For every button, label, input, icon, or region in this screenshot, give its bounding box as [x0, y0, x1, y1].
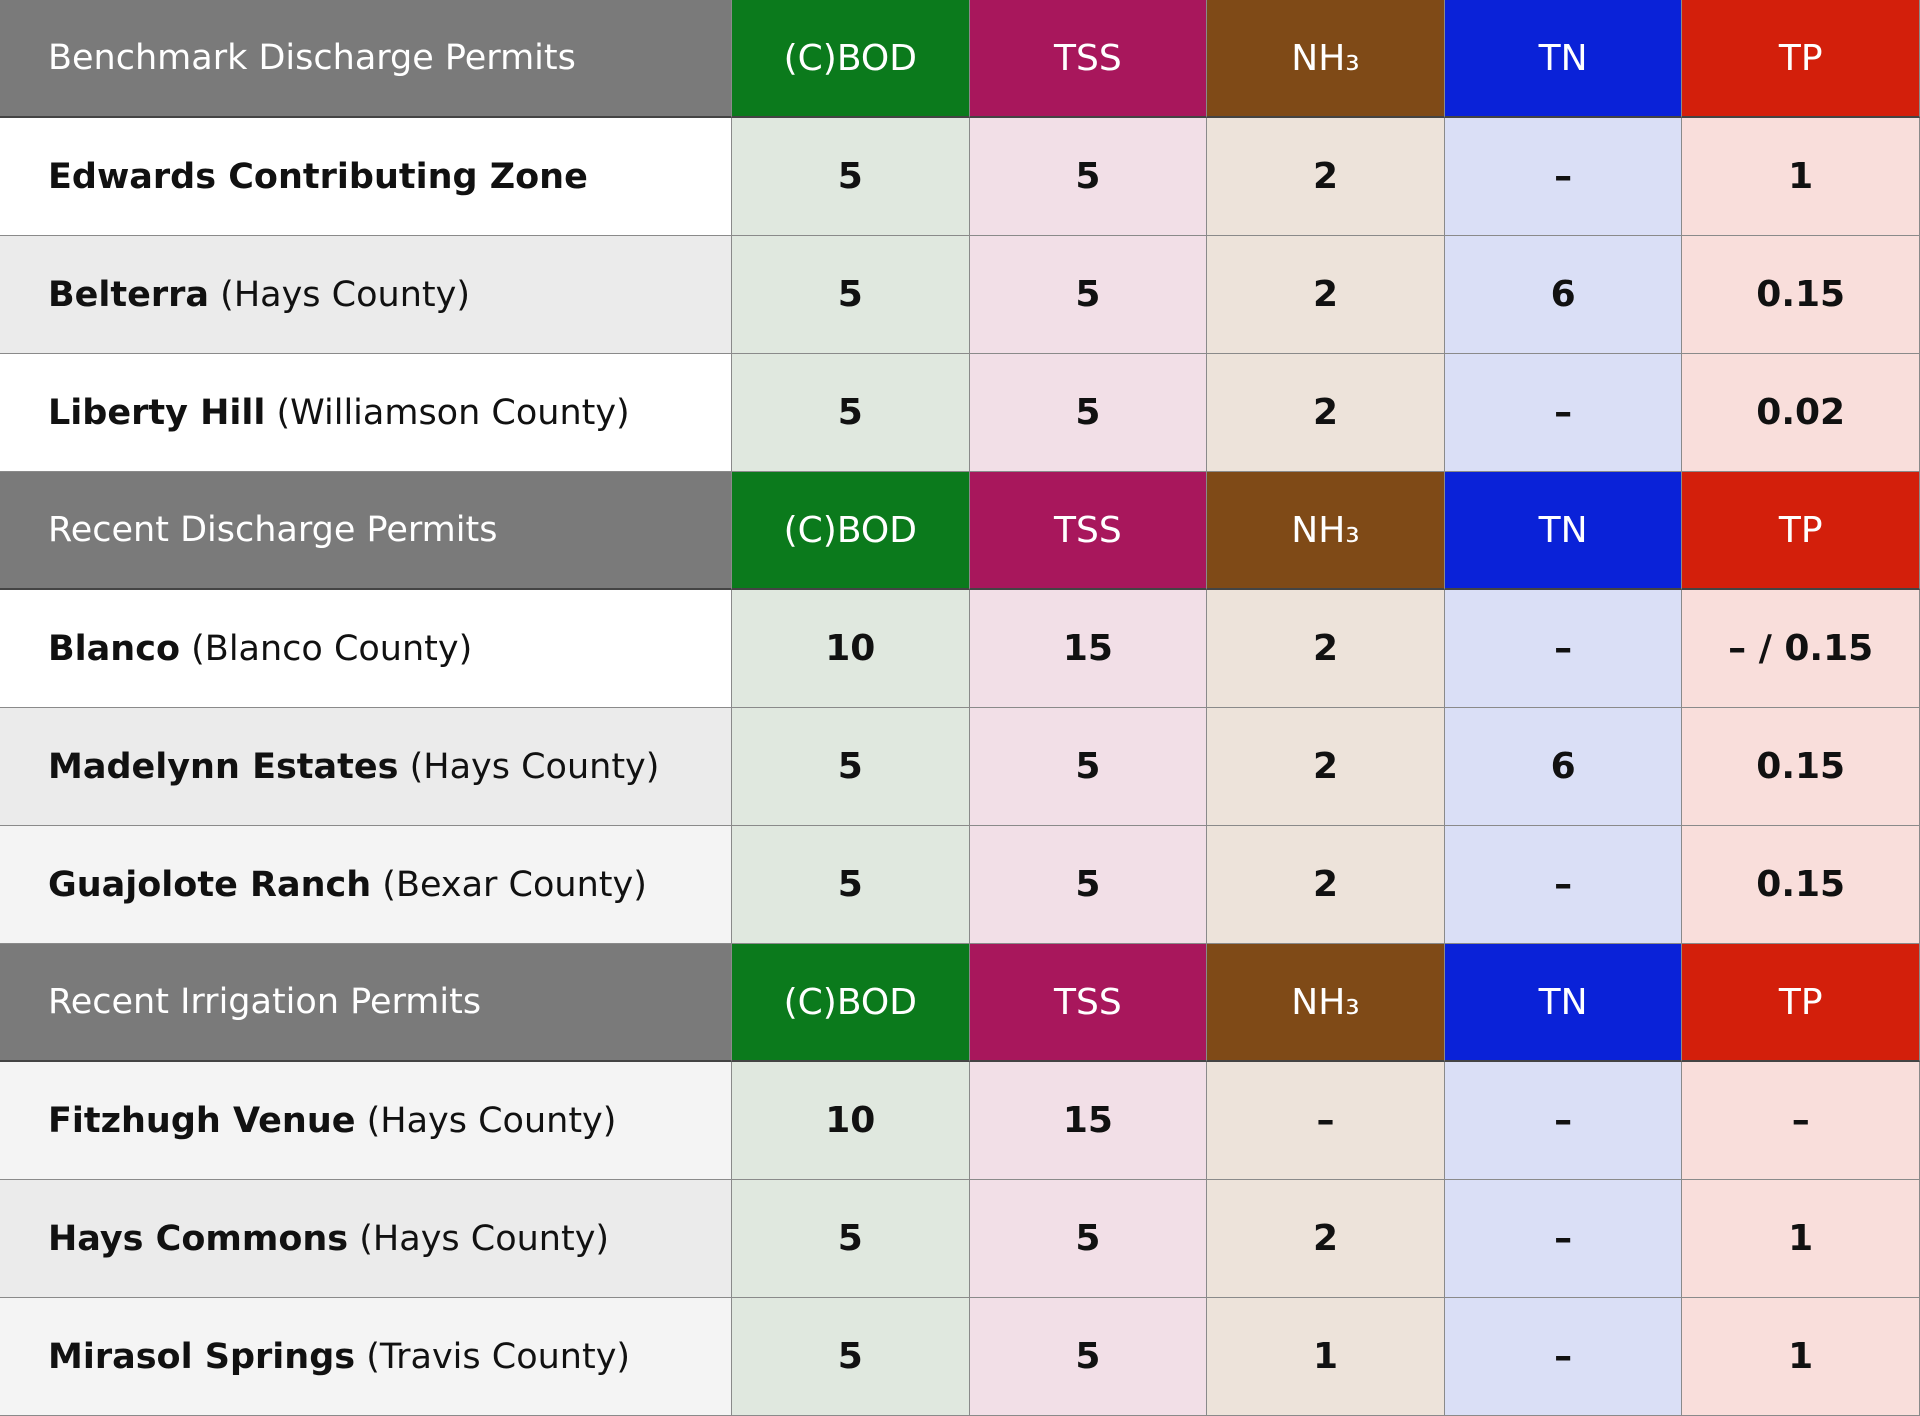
column-header: TN: [1444, 0, 1683, 118]
site-county: (Hays County): [366, 1100, 617, 1141]
limit-value: 5: [732, 1298, 970, 1416]
limit-value: 2: [1207, 708, 1445, 826]
site-name: Edwards Contributing Zone: [48, 156, 588, 197]
site-cell: Hays Commons (Hays County): [0, 1180, 732, 1298]
limit-value: 5: [969, 236, 1208, 354]
limit-value: 2: [1207, 590, 1445, 708]
limit-value: 5: [969, 1298, 1208, 1416]
limit-value: 5: [969, 354, 1208, 472]
limit-value: 2: [1207, 236, 1445, 354]
section-title: Benchmark Discharge Permits: [0, 0, 732, 118]
limit-value: –: [1444, 1180, 1683, 1298]
limit-value: 15: [969, 1062, 1208, 1180]
column-header: TSS: [969, 472, 1208, 590]
limit-value: 5: [969, 1180, 1208, 1298]
limit-value: 10: [732, 590, 970, 708]
limit-value: 5: [732, 118, 970, 236]
column-header: (C)BOD: [732, 944, 970, 1062]
limit-value: 0.02: [1682, 354, 1920, 472]
site-cell: Blanco (Blanco County): [0, 590, 732, 708]
site-cell: Mirasol Springs (Travis County): [0, 1298, 732, 1416]
limit-value: 5: [969, 708, 1208, 826]
limit-value: 2: [1207, 354, 1445, 472]
site-name: Liberty Hill: [48, 392, 266, 433]
limit-value: 5: [732, 826, 970, 944]
limit-value: 15: [969, 590, 1208, 708]
site-name: Guajolote Ranch: [48, 864, 372, 905]
limit-value: 1: [1682, 1298, 1920, 1416]
site-county: (Bexar County): [382, 864, 647, 905]
limit-value: 0.15: [1682, 708, 1920, 826]
site-cell: Guajolote Ranch (Bexar County): [0, 826, 732, 944]
column-header: TSS: [969, 944, 1208, 1062]
limit-value: 6: [1444, 236, 1683, 354]
limit-value: 5: [969, 118, 1208, 236]
limit-value: 1: [1682, 1180, 1920, 1298]
limit-value: 5: [969, 826, 1208, 944]
column-header: TSS: [969, 0, 1208, 118]
limit-value: –: [1207, 1062, 1445, 1180]
site-name: Madelynn Estates: [48, 746, 399, 787]
column-header: TN: [1444, 472, 1683, 590]
site-county: (Hays County): [409, 746, 660, 787]
limit-value: 2: [1207, 1180, 1445, 1298]
limit-value: –: [1682, 1062, 1920, 1180]
limit-value: 1: [1207, 1298, 1445, 1416]
site-cell: Madelynn Estates (Hays County): [0, 708, 732, 826]
column-header: TN: [1444, 944, 1683, 1062]
limit-value: –: [1444, 826, 1683, 944]
site-cell: Edwards Contributing Zone: [0, 118, 732, 236]
limit-value: 2: [1207, 118, 1445, 236]
column-header: (C)BOD: [732, 472, 970, 590]
limit-value: –: [1444, 118, 1683, 236]
site-name: Blanco: [48, 628, 181, 669]
site-county: (Hays County): [359, 1218, 610, 1259]
column-header: NH₃: [1207, 472, 1445, 590]
limit-value: – / 0.15: [1682, 590, 1920, 708]
limit-value: –: [1444, 590, 1683, 708]
limit-value: 5: [732, 236, 970, 354]
site-name: Hays Commons: [48, 1218, 349, 1259]
limit-value: 2: [1207, 826, 1445, 944]
limit-value: 5: [732, 708, 970, 826]
column-header: TP: [1682, 944, 1920, 1062]
site-cell: Fitzhugh Venue (Hays County): [0, 1062, 732, 1180]
section-title: Recent Irrigation Permits: [0, 944, 732, 1062]
limit-value: 5: [732, 1180, 970, 1298]
limit-value: 1: [1682, 118, 1920, 236]
limit-value: –: [1444, 1298, 1683, 1416]
limit-value: 6: [1444, 708, 1683, 826]
column-header: TP: [1682, 0, 1920, 118]
site-county: (Blanco County): [191, 628, 473, 669]
limit-value: 0.15: [1682, 236, 1920, 354]
site-name: Fitzhugh Venue: [48, 1100, 356, 1141]
site-county: (Travis County): [366, 1336, 631, 1377]
column-header: TP: [1682, 472, 1920, 590]
column-header: NH₃: [1207, 944, 1445, 1062]
section-title: Recent Discharge Permits: [0, 472, 732, 590]
limit-value: 5: [732, 354, 970, 472]
site-name: Belterra: [48, 274, 210, 315]
site-cell: Liberty Hill (Williamson County): [0, 354, 732, 472]
limit-value: 10: [732, 1062, 970, 1180]
column-header: (C)BOD: [732, 0, 970, 118]
site-county: (Hays County): [220, 274, 470, 315]
limit-value: –: [1444, 354, 1683, 472]
limit-value: –: [1444, 1062, 1683, 1180]
site-county: (Williamson County): [276, 392, 630, 433]
limit-value: 0.15: [1682, 826, 1920, 944]
column-header: NH₃: [1207, 0, 1445, 118]
site-cell: Belterra (Hays County): [0, 236, 732, 354]
site-name: Mirasol Springs: [48, 1336, 356, 1377]
